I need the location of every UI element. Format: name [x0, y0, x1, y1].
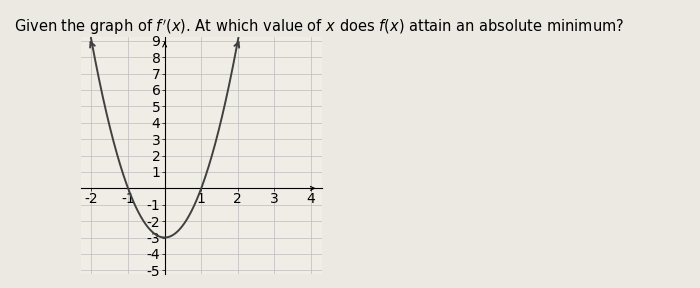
Text: Given the graph of $f'(x)$. At which value of $x$ does $f(x)$ attain an absolute: Given the graph of $f'(x)$. At which val… [14, 17, 624, 37]
